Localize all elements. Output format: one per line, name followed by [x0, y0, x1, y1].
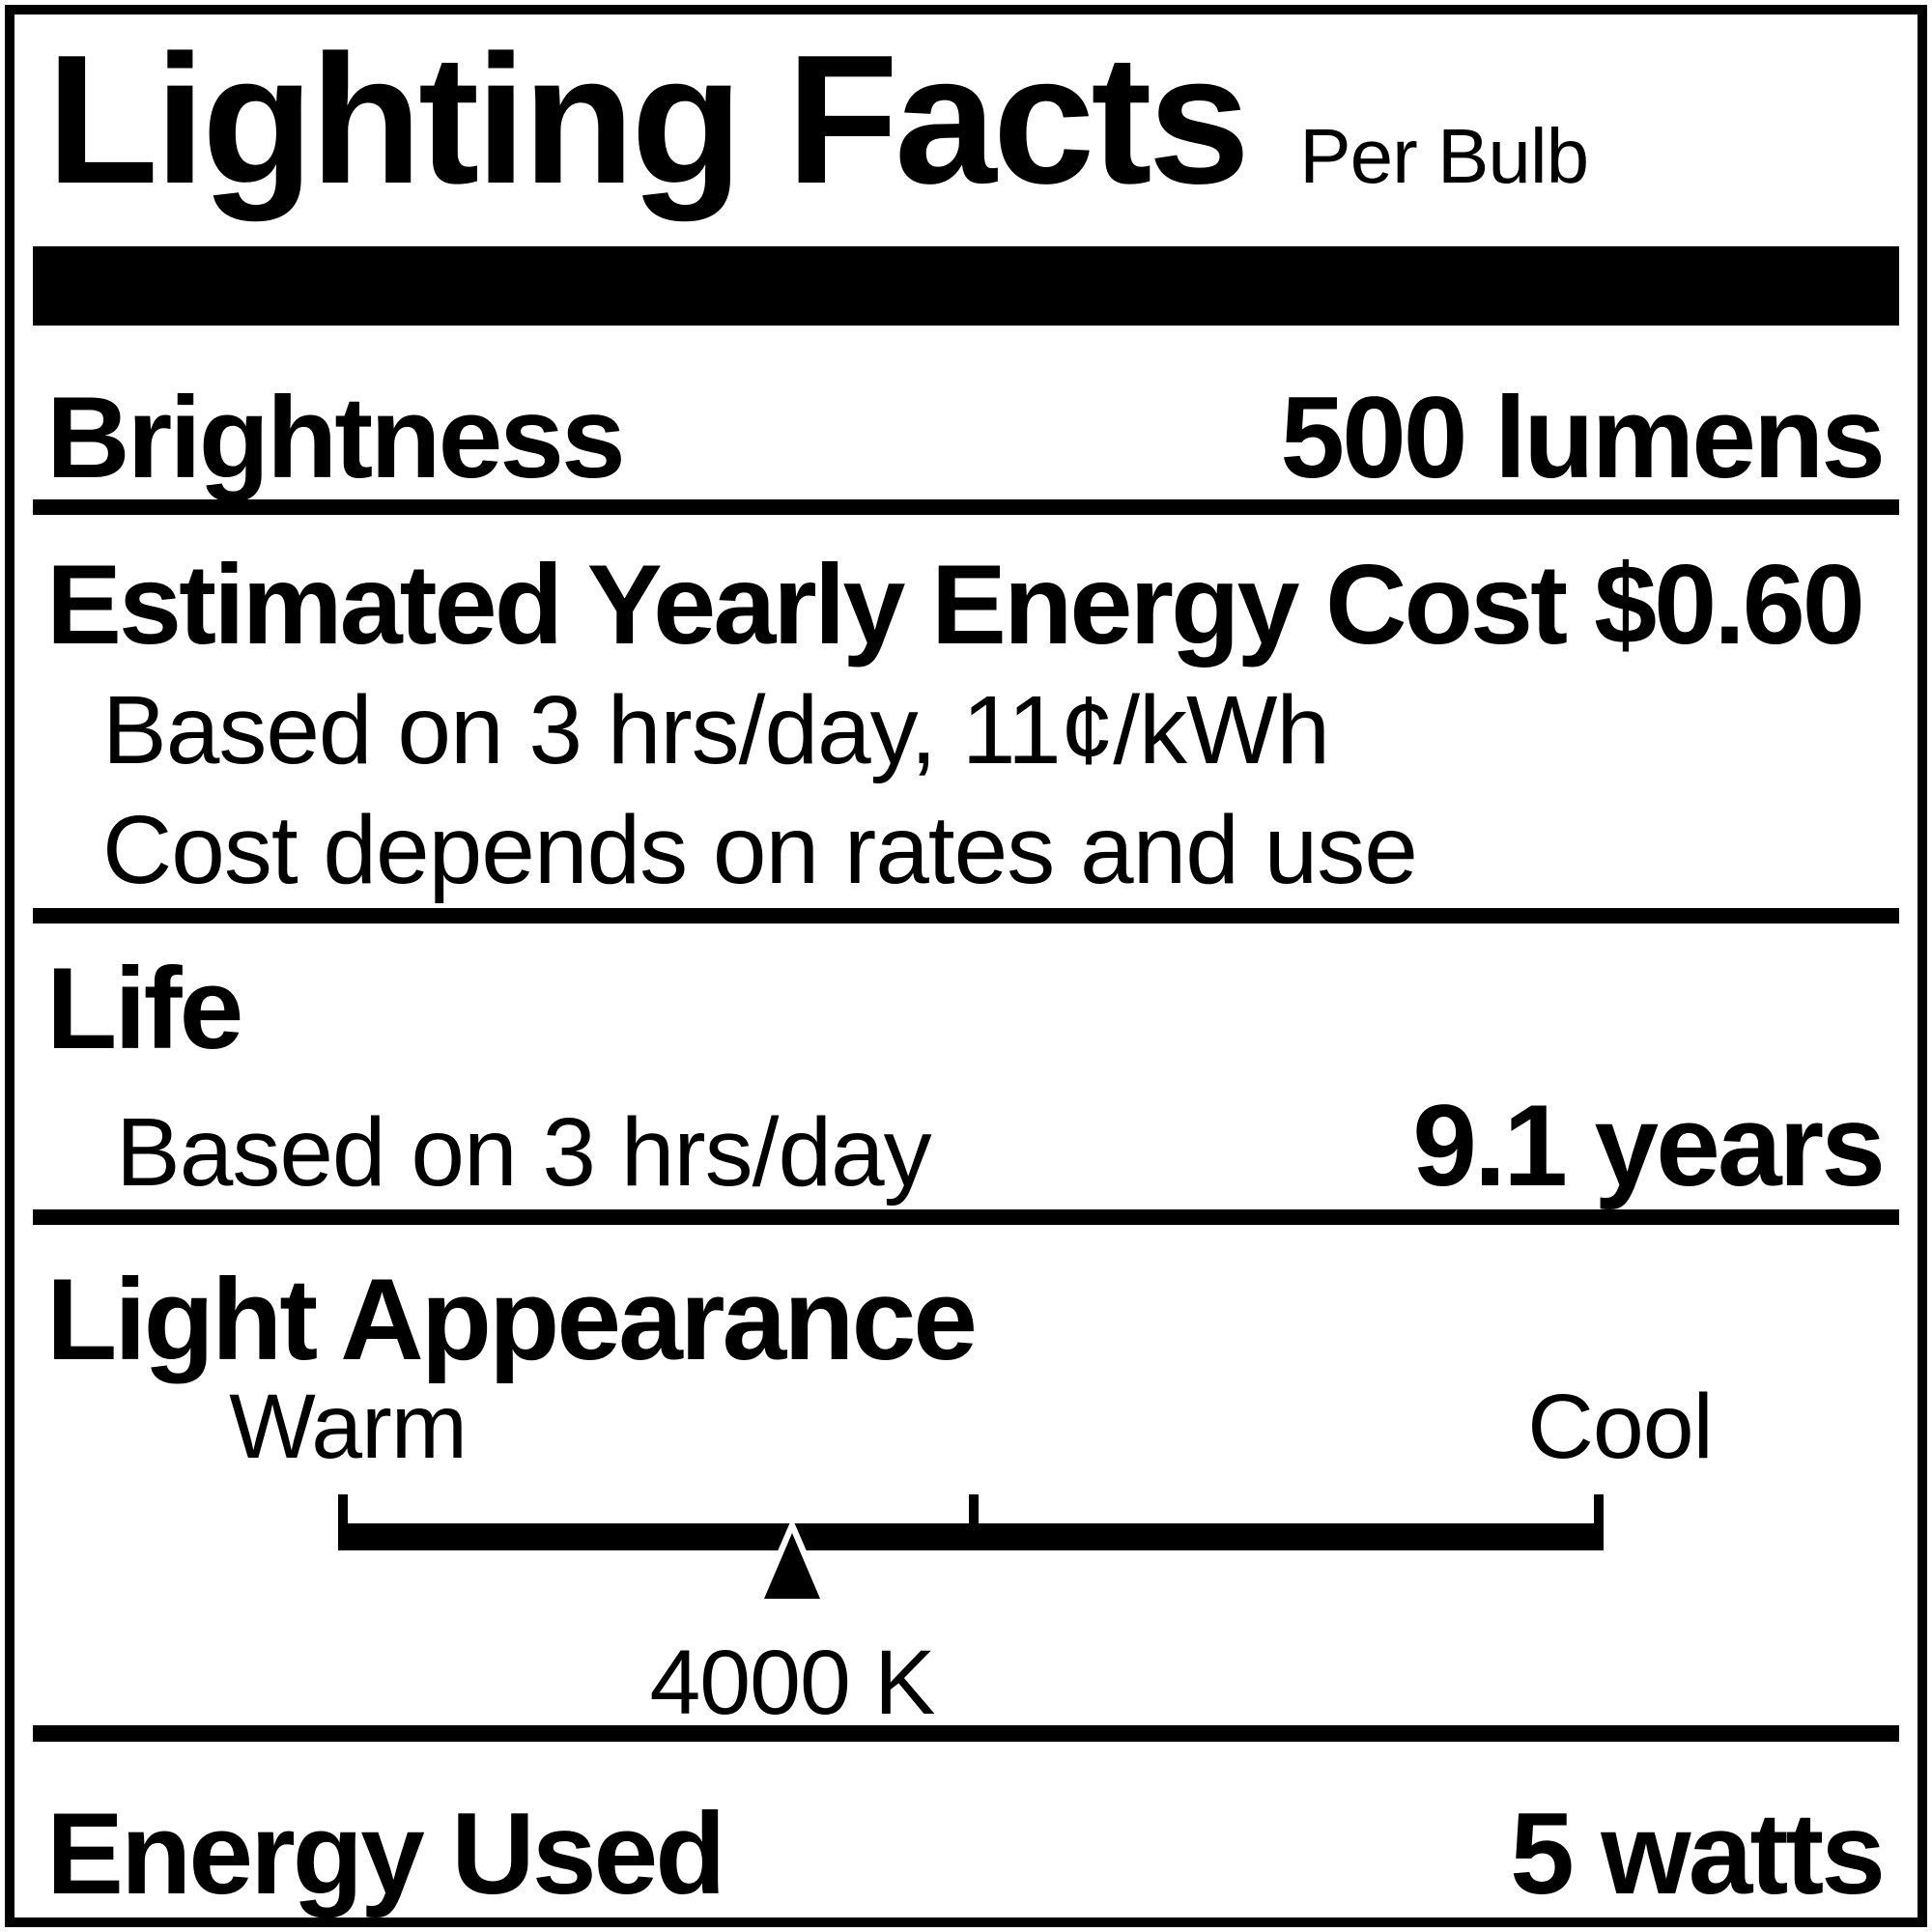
life-row: Life [33, 951, 1899, 1066]
energy-used-row: Energy Used 5 watts [33, 1796, 1899, 1912]
label-per-bulb: Per Bulb [1299, 113, 1589, 199]
warm-cool-labels: Warm Cool [33, 1376, 1899, 1478]
section-divider [33, 1209, 1899, 1225]
title-divider-bar [33, 246, 1899, 326]
section-divider [33, 499, 1899, 515]
energy-cost-basis-note: Based on 3 hrs/day, 11¢/kWh [102, 676, 1330, 784]
scale-tick-left [338, 1494, 348, 1550]
label-content: Lighting Facts Per Bulb Brightness 500 l… [14, 14, 1918, 1918]
light-appearance-row: Light Appearance [33, 1262, 1899, 1378]
scale-tick-middle [969, 1494, 979, 1550]
energy-cost-label: Estimated Yearly Energy Cost [46, 541, 1568, 668]
life-basis-note: Based on 3 hrs/day [116, 1098, 932, 1207]
energy-used-label: Energy Used [46, 1789, 726, 1918]
brightness-row: Brightness 500 lumens [33, 380, 1899, 496]
color-temperature-scale [338, 1494, 1604, 1603]
color-temp-marker-icon [764, 1533, 820, 1599]
section-divider [33, 908, 1899, 923]
brightness-label: Brightness [46, 373, 626, 502]
light-appearance-label: Light Appearance [46, 1255, 978, 1384]
cool-label: Cool [1527, 1376, 1713, 1478]
scale-tick-right [1594, 1494, 1604, 1550]
kelvin-value: 4000 K [649, 1632, 935, 1734]
life-label: Life [46, 944, 243, 1073]
section-divider [33, 1725, 1899, 1742]
color-temperature-section: 4000 K [33, 1494, 1899, 1729]
energy-cost-value: $0.60 [1594, 541, 1865, 668]
brightness-value: 500 lumens [1280, 373, 1886, 502]
energy-cost-rates-note: Cost depends on rates and use [102, 796, 1418, 904]
label-title: Lighting Facts [46, 17, 1250, 222]
energy-used-value: 5 watts [1510, 1789, 1886, 1918]
life-basis-row: Based on 3 hrs/day 9.1 years [33, 1088, 1899, 1204]
label-header: Lighting Facts Per Bulb [33, 14, 1899, 222]
energy-cost-row: Estimated Yearly Energy Cost $0.60 [33, 548, 1899, 661]
life-value: 9.1 years [1412, 1081, 1886, 1210]
label-border-frame: Lighting Facts Per Bulb Brightness 500 l… [5, 5, 1927, 1927]
scale-bar [338, 1523, 1604, 1550]
warm-label: Warm [229, 1376, 468, 1478]
